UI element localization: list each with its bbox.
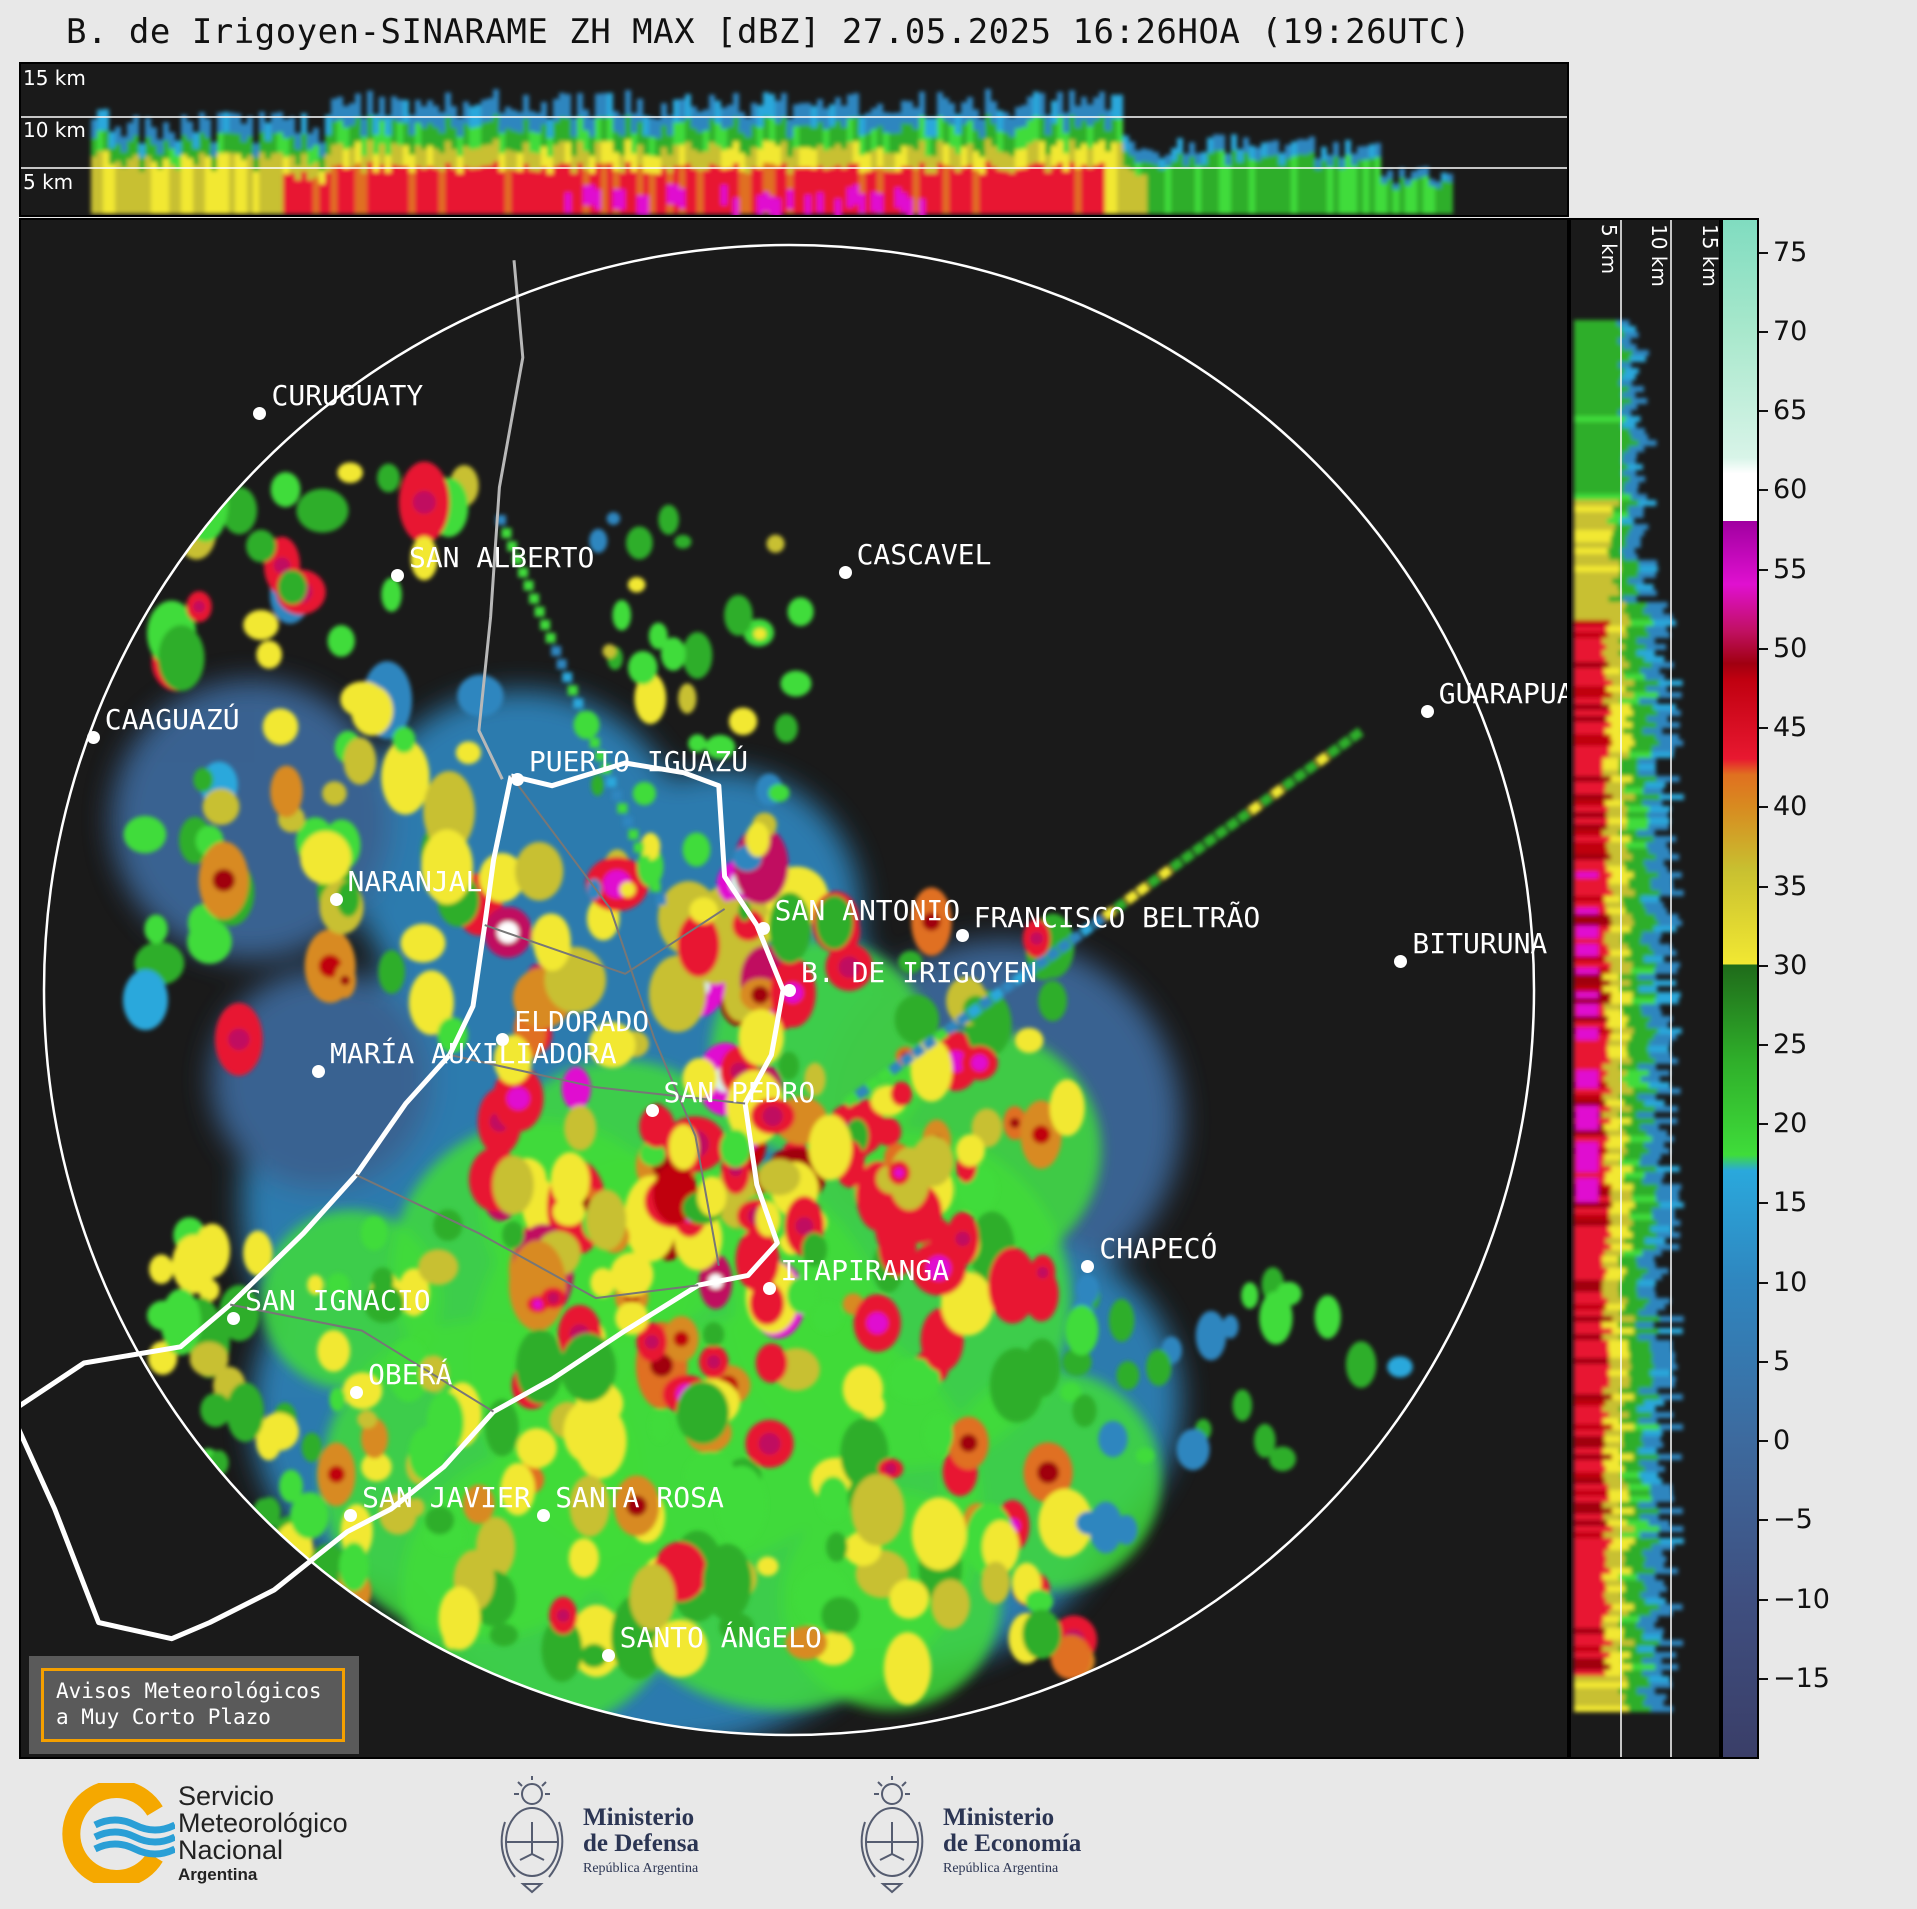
reflectivity-layer	[111, 461, 1434, 1735]
right-height-label-10: 10 km	[1647, 224, 1671, 287]
city-dot-icon	[601, 1648, 615, 1662]
colorbar-tick-label: 50	[1773, 632, 1808, 664]
defensa-line-1: Ministerio	[583, 1804, 695, 1831]
economia-line-2: de Economía	[943, 1830, 1082, 1857]
colorbar-gradient	[1723, 220, 1757, 1757]
city-name: ITAPIRANGA	[780, 1254, 950, 1288]
city-dot-icon	[227, 1311, 241, 1325]
range-ring	[42, 243, 1536, 1737]
city-dot-icon	[1394, 954, 1408, 968]
economia-line-3: República Argentina	[943, 1861, 1059, 1876]
city-dot-icon	[350, 1386, 364, 1400]
colorbar-tick-label: 35	[1773, 870, 1808, 902]
colorbar	[1721, 218, 1759, 1759]
colorbar-tick-label: 40	[1773, 791, 1808, 823]
radar-map-plot	[21, 243, 1536, 1737]
city-dot-icon	[390, 568, 404, 582]
radar-map[interactable]: CURUGUATY SAN ALBERTO CASCAVEL CAAGUAZÚ GUAR…	[19, 218, 1569, 1759]
warning-line-2: a Muy Corto Plazo	[56, 1705, 271, 1729]
city-name: MARÍA AUXILIADORA	[329, 1037, 617, 1071]
city-name: PUERTO IGUAZÚ	[528, 745, 749, 779]
city-name: ELDORADO	[514, 1004, 650, 1038]
colorbar-tick-label: 5	[1773, 1345, 1791, 1377]
colorbar-ticks: 75 70 65 60 55 50 45 40 35 30 25 20 15 10 5 0 −5 −10 −15	[1759, 218, 1869, 1759]
defensa-logo: Ministerio de Defensa República Argentin…	[495, 1772, 755, 1897]
city-name: SAN IGNACIO	[245, 1283, 431, 1317]
city-name: SANTO ÁNGELO	[619, 1620, 822, 1654]
city-dot-icon	[645, 1104, 659, 1117]
city-dot-icon	[311, 1065, 325, 1079]
colorbar-tick-label: 0	[1773, 1425, 1791, 1457]
warning-line-1: Avisos Meteorológicos	[56, 1679, 322, 1703]
colorbar-tick-label: 25	[1773, 1028, 1808, 1060]
colorbar-tick-label: 55	[1773, 553, 1808, 585]
top-height-label-10: 10 km	[23, 118, 86, 142]
colorbar-tick-label: 15	[1773, 1187, 1808, 1219]
colorbar-tick-label: 65	[1773, 395, 1808, 427]
city-dot-icon	[510, 773, 524, 787]
city-name: SAN ALBERTO	[408, 540, 595, 574]
right-height-label-5: 5 km	[1597, 224, 1621, 275]
city-name: CAAGUAZÚ	[104, 703, 240, 736]
warning-box[interactable]: Avisos Meteorológicos a Muy Corto Plazo	[29, 1656, 359, 1754]
city-name: OBERÁ	[368, 1358, 453, 1392]
defensa-line-2: de Defensa	[583, 1830, 699, 1857]
city-dot-icon	[86, 731, 100, 744]
colorbar-tick-label: −10	[1773, 1583, 1830, 1615]
warning-box-frame: Avisos Meteorológicos a Muy Corto Plazo	[41, 1668, 345, 1742]
city-dot-icon	[1081, 1259, 1095, 1273]
city-name: SAN ANTONIO	[774, 894, 961, 928]
city-dot-icon	[955, 928, 969, 942]
economia-logo: Ministerio de Economía República Argenti…	[855, 1772, 1115, 1897]
city-name: CASCAVEL	[856, 537, 992, 571]
smn-line-4: Argentina	[178, 1865, 258, 1884]
smn-logo: Servicio Meteorológico Nacional Argentin…	[55, 1781, 395, 1884]
colorbar-tick-label: 20	[1773, 1108, 1808, 1140]
city-name: B. DE IRIGOYEN	[801, 956, 1038, 989]
city-dot-icon	[1420, 705, 1434, 719]
smn-logo-mark	[62, 1783, 175, 1883]
city-dot-icon	[762, 1282, 776, 1296]
top-height-label-5: 5 km	[23, 170, 74, 194]
city-dot-icon	[783, 984, 796, 997]
colorbar-tick-label: −15	[1773, 1662, 1830, 1694]
right-cross-section: 5 km 10 km 15 km	[1569, 218, 1721, 1759]
colorbar-tick-label: 60	[1773, 474, 1808, 506]
city-name: SANTA ROSA	[555, 1481, 724, 1515]
right-cross-section-plot	[1574, 220, 1684, 1757]
city-dot-icon	[838, 565, 852, 579]
colorbar-tick-label: 10	[1773, 1266, 1808, 1298]
city-name: CURUGUATY	[271, 378, 424, 412]
top-cross-section: 15 km 10 km 5 km	[19, 62, 1569, 217]
city-name: CHAPECÓ	[1099, 1231, 1218, 1265]
economia-line-1: Ministerio	[943, 1804, 1055, 1831]
city-dot-icon	[496, 1032, 510, 1046]
city-name: GUARAPUAVA	[1438, 677, 1567, 711]
city-name: SAN JAVIER	[362, 1481, 531, 1515]
colorbar-tick-label: 75	[1773, 236, 1808, 268]
city-dot-icon	[537, 1509, 551, 1523]
smn-line-2: Meteorológico	[178, 1808, 348, 1838]
colorbar-tick-label: 70	[1773, 315, 1808, 347]
city-dot-icon	[329, 893, 343, 907]
colorbar-tick-label: −5	[1773, 1504, 1813, 1536]
top-cross-section-plot	[21, 89, 1567, 215]
top-height-label-15: 15 km	[23, 66, 86, 90]
colorbar-tick-label: 45	[1773, 712, 1808, 744]
smn-line-1: Servicio	[178, 1781, 275, 1811]
city-name: SAN PEDRO	[663, 1076, 816, 1109]
smn-line-3: Nacional	[178, 1835, 284, 1865]
coat-of-arms-icon	[500, 1776, 564, 1894]
right-height-label-15: 15 km	[1698, 224, 1721, 287]
chart-title: B. de Irigoyen-SINARAME ZH MAX [dBZ] 27.…	[66, 12, 1471, 52]
city-dot-icon	[253, 406, 267, 420]
city-dot-icon	[344, 1509, 358, 1523]
coat-of-arms-icon	[860, 1776, 924, 1894]
city-name: FRANCISCO BELTRÃO	[973, 900, 1261, 934]
defensa-line-3: República Argentina	[583, 1861, 699, 1876]
city-name: BITURUNA	[1412, 926, 1548, 960]
colorbar-tick-label: 30	[1773, 949, 1808, 981]
city-dot-icon	[756, 922, 770, 936]
city-name: NARANJAL	[347, 865, 483, 899]
